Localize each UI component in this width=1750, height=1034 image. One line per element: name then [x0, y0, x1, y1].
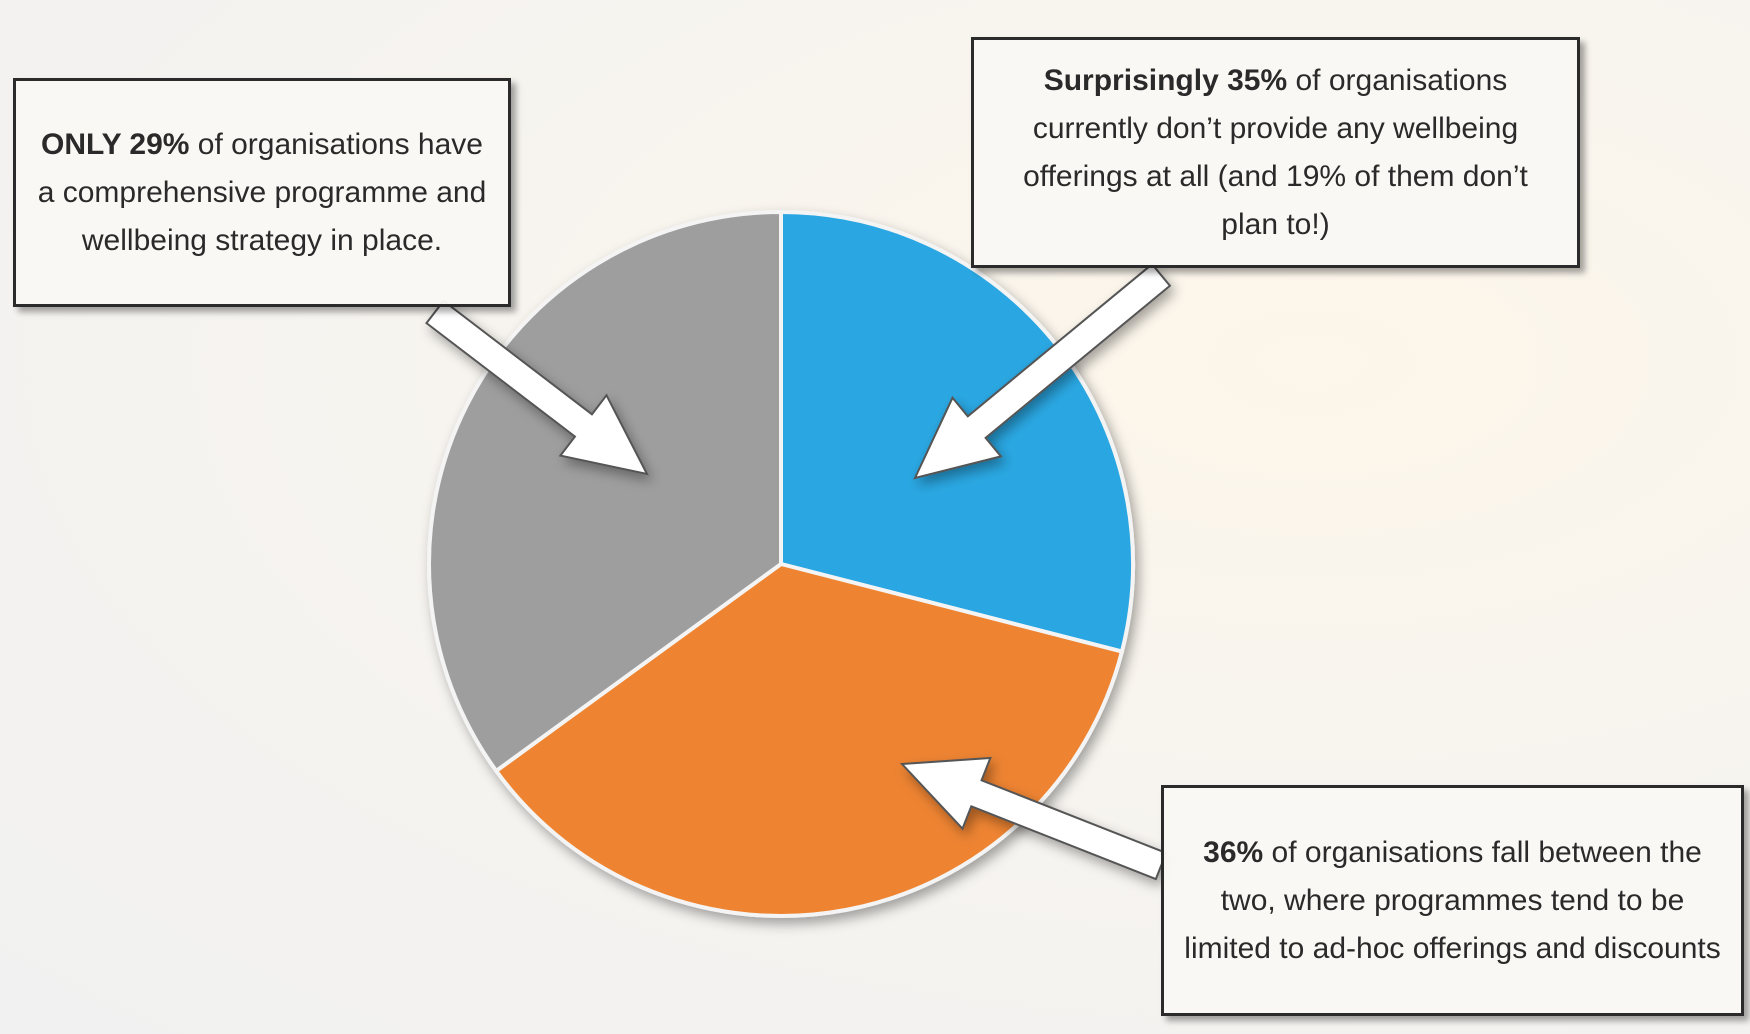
annotation: 36% of organisations fall between the tw…: [1178, 829, 1727, 973]
annotation-box: Surprisingly 35% of organisations curren…: [971, 37, 1580, 268]
annotation: Surprisingly 35% of organisations curren…: [1014, 57, 1537, 249]
annotation: ONLY 29% of organisations have a compreh…: [30, 121, 494, 265]
annotation-bold: ONLY 29%: [41, 128, 189, 161]
annotation-box: 36% of organisations fall between the tw…: [1161, 785, 1744, 1016]
annotation-text: of organisations fall between the two, w…: [1184, 836, 1720, 965]
page: ONLY 29% of organisations have a compreh…: [0, 0, 1750, 1034]
annotation-bold: 36%: [1203, 836, 1263, 869]
annotation-box: ONLY 29% of organisations have a compreh…: [13, 78, 511, 307]
annotation-bold: Surprisingly 35%: [1044, 64, 1287, 97]
